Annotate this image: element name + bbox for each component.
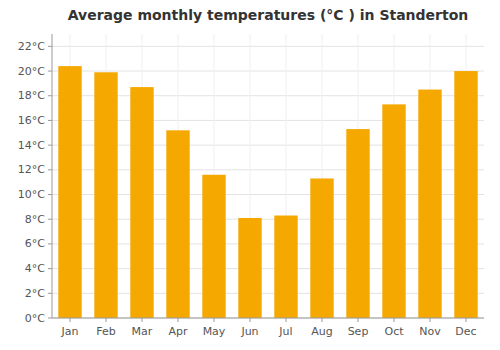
x-tick-label: Oct: [384, 325, 404, 338]
x-tick-label: Apr: [168, 325, 188, 338]
y-grid-line: [52, 71, 484, 72]
y-tick: [48, 145, 52, 146]
x-tick: [286, 318, 287, 322]
y-tick: [48, 71, 52, 72]
x-tick-label: Jan: [61, 325, 79, 338]
x-tick: [178, 318, 179, 322]
y-tick: [48, 169, 52, 170]
x-tick: [358, 318, 359, 322]
y-grid-line: [52, 318, 484, 319]
x-axis-line: [52, 318, 484, 319]
grid: [52, 34, 484, 318]
chart: 0°C 2°C 4°C 6°C 8°C 10°C 12°C 14°C 16°C 18°C 20°C 2…: [0, 0, 500, 350]
x-tick-label: Nov: [419, 325, 441, 338]
bars: [58, 66, 477, 318]
y-tick: [48, 268, 52, 269]
x-tick: [250, 318, 251, 322]
y-tick-label: 8°C: [25, 213, 45, 226]
bar: [238, 218, 261, 318]
y-grid-line: [52, 46, 484, 47]
bar: [418, 90, 441, 318]
x-tick: [106, 318, 107, 322]
x-tick: [322, 318, 323, 322]
x-tick-label: Aug: [311, 325, 332, 338]
y-tick: [48, 46, 52, 47]
x-tick-label: Jun: [240, 325, 258, 338]
x-tick: [142, 318, 143, 322]
x-tick: [466, 318, 467, 322]
bar: [58, 66, 81, 318]
x-tick-label: Sep: [348, 325, 369, 338]
bar: [382, 104, 405, 318]
y-tick-label: 2°C: [25, 287, 45, 300]
title: Average monthly temperatures (°C ) in St…: [68, 7, 469, 23]
y-tick: [48, 219, 52, 220]
bar: [310, 178, 333, 318]
bar: [274, 216, 297, 318]
y-tick: [48, 243, 52, 244]
bar: [130, 87, 153, 318]
bar: [202, 175, 225, 318]
x-tick-label: May: [203, 325, 226, 338]
x-tick: [214, 318, 215, 322]
x-tick: [394, 318, 395, 322]
y-tick: [48, 95, 52, 96]
y-tick: [48, 194, 52, 195]
y-tick: [48, 120, 52, 121]
y-tick-label: 0°C: [25, 312, 45, 325]
x-tick-label: Dec: [455, 325, 476, 338]
axes: 0°C 2°C 4°C 6°C 8°C 10°C 12°C 14°C 16°C 18°C 20°C 2…: [18, 34, 484, 338]
x-tick: [430, 318, 431, 322]
y-tick: [48, 318, 52, 319]
bar: [94, 72, 117, 318]
y-tick-label: 20°C: [18, 65, 45, 78]
chart-container: 0°C 2°C 4°C 6°C 8°C 10°C 12°C 14°C 16°C 18°C 20°C 2…: [0, 0, 500, 350]
bar: [166, 130, 189, 318]
y-tick-label: 22°C: [18, 40, 45, 53]
x-tick: [70, 318, 71, 322]
y-tick-label: 6°C: [25, 237, 45, 250]
x-tick-label: Jul: [278, 325, 292, 338]
y-tick-label: 14°C: [18, 139, 45, 152]
x-tick-label: Mar: [132, 325, 153, 338]
y-tick-label: 18°C: [18, 89, 45, 102]
bar: [346, 129, 369, 318]
y-tick-label: 10°C: [18, 188, 45, 201]
y-tick-label: 4°C: [25, 262, 45, 275]
y-tick: [48, 293, 52, 294]
y-axis-line: [52, 34, 53, 318]
y-tick-label: 12°C: [18, 163, 45, 176]
y-tick-label: 16°C: [18, 114, 45, 127]
bar: [454, 71, 477, 318]
x-tick-label: Feb: [96, 325, 115, 338]
